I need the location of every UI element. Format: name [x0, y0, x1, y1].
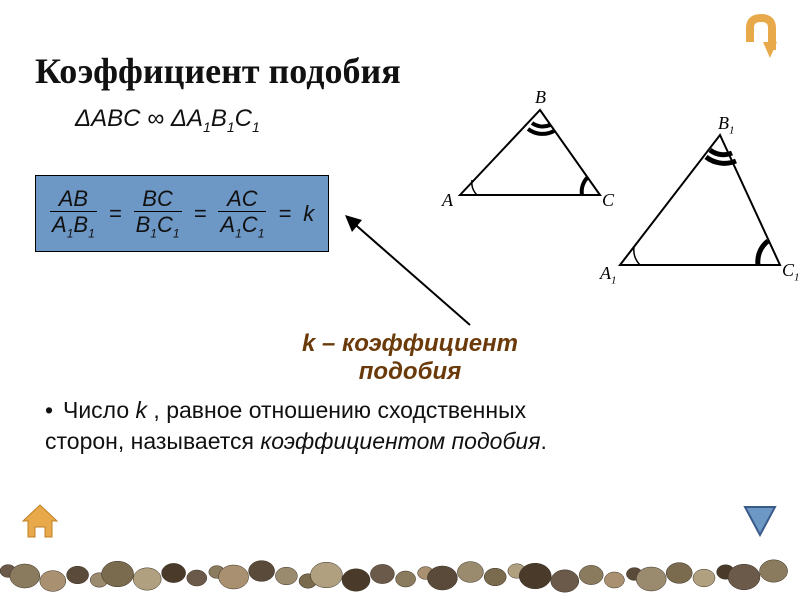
triangle-down-icon: [735, 495, 785, 545]
label-B1: B1: [718, 113, 735, 137]
tri2-s1: 1: [203, 119, 211, 135]
label-A1: A1: [600, 263, 617, 287]
frac-3-den: A1C1: [218, 211, 266, 241]
definition-text: •Число k , равное отношению сходственных…: [45, 395, 605, 457]
infty: ∞: [147, 105, 164, 132]
u-turn-icon: [735, 10, 785, 60]
next-button[interactable]: [735, 495, 785, 545]
formula-box: AB A1B1 = BC B1C1 = AC A1C1 = k: [35, 175, 329, 252]
tri1: ABC: [91, 105, 140, 132]
def-p1: Число: [63, 397, 136, 423]
triangle-diagram: A B C A1 B1 C1: [420, 95, 770, 295]
frac-3-num: AC: [225, 186, 260, 211]
page-title: Коэффициент подобия: [35, 50, 401, 92]
stones-border: [0, 552, 800, 600]
tri2-s2: 1: [227, 119, 235, 135]
back-button[interactable]: [735, 10, 785, 60]
def-p3: .: [541, 428, 547, 454]
frac-1-num: AB: [57, 186, 90, 211]
eq3: =: [276, 201, 293, 227]
bullet-icon: •: [45, 395, 63, 426]
similarity-expression: ΔABC ∞ ΔA1B1C1: [75, 105, 260, 135]
label-C1: C1: [782, 260, 800, 284]
home-button[interactable]: [15, 495, 65, 545]
tri2-s3: 1: [252, 119, 260, 135]
def-k: k: [136, 397, 148, 423]
delta1: Δ: [75, 105, 91, 132]
label-C: C: [602, 190, 614, 211]
tri2-B: B: [211, 105, 227, 132]
frac-1: AB A1B1: [50, 186, 97, 241]
label-A: A: [442, 190, 453, 211]
k-coefficient-label: k – коэффициент подобия: [250, 330, 570, 385]
eq1: =: [107, 201, 124, 227]
frac-2: BC B1C1: [134, 186, 182, 241]
eq2: =: [192, 201, 209, 227]
frac-1-den: A1B1: [50, 211, 97, 241]
frac-2-num: BC: [140, 186, 175, 211]
label-B: B: [535, 87, 546, 108]
tri2-A: A: [187, 105, 203, 132]
def-em: коэффициентом подобия: [260, 428, 540, 454]
triangle-small: [460, 110, 600, 195]
delta2: Δ: [171, 105, 187, 132]
home-icon: [15, 495, 65, 545]
frac-3: AC A1C1: [218, 186, 266, 241]
formula-k: k: [303, 201, 314, 227]
triangle-large: [620, 135, 780, 265]
tri2-C: C: [235, 105, 252, 132]
frac-2-den: B1C1: [134, 211, 182, 241]
